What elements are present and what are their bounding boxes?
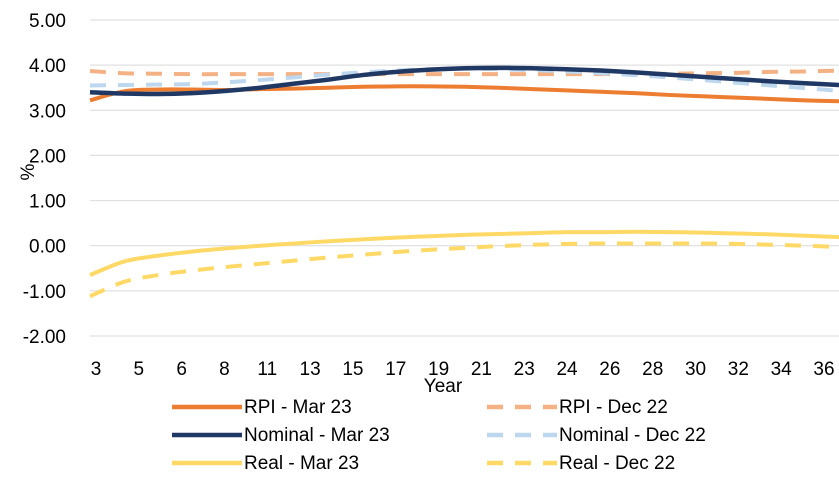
x-tick-label: 3 <box>91 359 102 380</box>
y-tick-label: 4.00 <box>29 56 66 77</box>
series-lines <box>89 65 839 299</box>
series-line-real-mar-23 <box>89 229 839 277</box>
y-tick-label: 3.00 <box>29 101 66 122</box>
y-tick-label: 0.00 <box>29 237 66 258</box>
series-line-nominal-mar-23 <box>89 65 839 97</box>
y-tick-label: -2.00 <box>23 327 66 348</box>
x-tick-label: 11 <box>257 359 277 380</box>
x-tick-label: 26 <box>599 359 620 380</box>
gridlines <box>90 19 839 337</box>
y-axis-tick-labels: 5.00 4.00 3.00 2.00 1.00 0.00 -1.00 -2.00 <box>23 11 66 348</box>
x-tick-label: 19 <box>428 359 449 380</box>
y-axis-title: % <box>18 163 39 180</box>
x-tick-label: 24 <box>556 359 578 380</box>
x-axis-title: Year <box>424 376 463 397</box>
legend-label: Real - Dec 22 <box>559 453 675 474</box>
x-tick-label: 17 <box>385 359 406 380</box>
x-tick-label: 28 <box>642 359 663 380</box>
x-axis-tick-labels: 3 5 6 8 11 13 15 17 19 21 23 24 26 28 30 32 34 36 <box>91 359 835 380</box>
x-tick-label: 15 <box>342 359 363 380</box>
x-tick-label: 32 <box>728 359 749 380</box>
series-line-real-dec-22 <box>89 241 839 299</box>
legend-label: Nominal - Mar 23 <box>244 425 390 446</box>
x-tick-label: 30 <box>685 359 706 380</box>
legend-label: RPI - Mar 23 <box>244 397 352 418</box>
y-tick-label: -1.00 <box>23 282 66 303</box>
y-tick-label: 2.00 <box>29 146 66 167</box>
x-tick-label: 36 <box>813 359 834 380</box>
series-line-rpi-dec-22 <box>89 68 839 77</box>
legend-label: Real - Mar 23 <box>244 453 359 474</box>
legend: RPI - Mar 23 RPI - Dec 22 Nominal - Mar 23… <box>172 397 706 474</box>
x-tick-label: 13 <box>300 359 321 380</box>
legend-label: RPI - Dec 22 <box>559 397 668 418</box>
legend-label: Nominal - Dec 22 <box>559 425 706 446</box>
x-tick-label: 5 <box>134 359 145 380</box>
x-tick-label: 34 <box>771 359 793 380</box>
x-tick-label: 6 <box>176 359 187 380</box>
x-tick-label: 8 <box>219 359 230 380</box>
x-tick-label: 21 <box>471 359 492 380</box>
x-tick-label: 23 <box>514 359 535 380</box>
y-tick-label: 5.00 <box>29 11 66 32</box>
y-tick-label: 1.00 <box>29 192 66 213</box>
